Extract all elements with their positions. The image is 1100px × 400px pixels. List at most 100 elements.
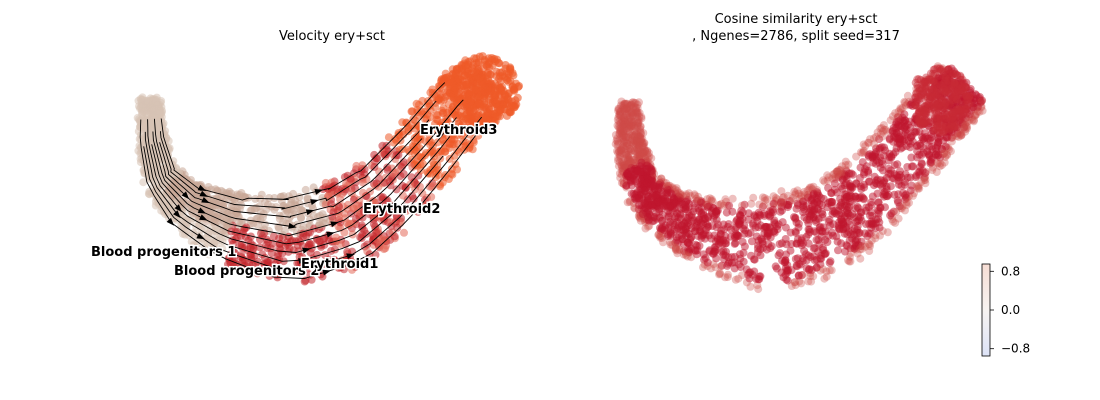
cosine-point (914, 92, 923, 101)
cosine-point (778, 256, 787, 265)
velocity-point (438, 106, 447, 115)
cosine-point (701, 254, 710, 263)
cosine-point (706, 264, 715, 273)
cosine-point (838, 184, 847, 193)
cosine-point (673, 246, 682, 255)
velocity-point (394, 130, 403, 139)
cosine-point (764, 227, 773, 236)
cosine-point (795, 260, 804, 268)
cosine-point (787, 266, 796, 275)
velocity-point (164, 201, 173, 209)
cosine-point (955, 80, 963, 89)
velocity-point (231, 210, 240, 219)
cosine-point (636, 138, 645, 147)
cosine-point (936, 159, 945, 168)
velocity-point (452, 64, 461, 73)
cosine-point (710, 247, 719, 256)
cosine-point (722, 208, 731, 217)
velocity-point (423, 168, 432, 177)
cosine-point (744, 270, 753, 279)
velocity-point (289, 189, 298, 198)
cosine-point (835, 218, 844, 227)
velocity-point (235, 217, 243, 226)
velocity-point (483, 71, 492, 79)
cosine-point (898, 104, 907, 113)
cosine-point (824, 183, 833, 192)
cosine-point (819, 194, 828, 203)
velocity-point (335, 202, 344, 211)
velocity-point (379, 245, 388, 254)
velocity-point (352, 261, 361, 270)
velocity-point (317, 242, 326, 251)
cosine-point (775, 249, 784, 258)
cosine-point (648, 192, 657, 201)
cosine-point (898, 202, 907, 211)
cosine-point (954, 132, 963, 141)
cosine-point (921, 179, 930, 188)
cosine-point (734, 274, 743, 283)
cosine-point (827, 266, 836, 275)
velocity-point (394, 151, 403, 159)
velocity-point (293, 228, 301, 237)
cosine-point (752, 274, 761, 283)
cosine-point (810, 205, 819, 214)
velocity-point (448, 78, 457, 87)
velocity-point (402, 119, 411, 128)
cosine-point (930, 126, 939, 135)
cosine-point (917, 159, 926, 168)
velocity-point (466, 106, 475, 115)
velocity-point (413, 161, 422, 170)
velocity-point (296, 213, 305, 222)
cosine-point (891, 109, 900, 118)
cosine-point (860, 183, 869, 192)
cosine-point (660, 226, 669, 235)
velocity-point (471, 112, 480, 121)
velocity-point (379, 208, 388, 216)
cosine-point (627, 189, 636, 198)
cosine-point (824, 217, 833, 226)
velocity-point (330, 259, 339, 268)
velocity-point (426, 138, 435, 147)
velocity-point (428, 93, 437, 102)
velocity-point (436, 90, 445, 98)
cluster-label-erythroid1: Erythroid1 (301, 257, 378, 272)
cosine-point (962, 91, 971, 100)
cosine-point (946, 124, 954, 133)
cosine-point (894, 117, 903, 126)
cosine-point (635, 201, 643, 209)
velocity-point (392, 185, 401, 194)
cosine-point (643, 147, 652, 156)
cosine-point (901, 191, 909, 200)
cosine-point (771, 262, 780, 271)
velocity-point (143, 133, 152, 142)
velocity-point (220, 198, 229, 207)
cosine-point (938, 123, 947, 131)
velocity-point (327, 247, 336, 255)
velocity-point (200, 244, 209, 253)
velocity-point (407, 107, 416, 116)
cosine-point (864, 152, 873, 161)
velocity-point (187, 237, 196, 246)
cosine-point (902, 125, 911, 134)
velocity-point (274, 249, 283, 258)
cosine-point (680, 219, 689, 228)
cosine-point (697, 218, 705, 227)
cosine-point (650, 182, 659, 191)
velocity-point (294, 236, 303, 245)
velocity-point (406, 180, 415, 189)
cosine-point (880, 188, 889, 196)
cosine-point (731, 233, 740, 242)
cosine-point (682, 198, 690, 206)
cosine-point (670, 225, 679, 234)
cosine-point (799, 239, 808, 248)
cosine-point (724, 270, 732, 279)
cosine-point (778, 198, 786, 207)
cosine-point (821, 249, 830, 258)
cosine-point (787, 240, 796, 248)
cosine-point (814, 235, 823, 244)
cosine-point (864, 166, 873, 175)
cosine-point (861, 229, 869, 238)
cosine-point (619, 106, 628, 115)
cosine-point (794, 201, 802, 210)
